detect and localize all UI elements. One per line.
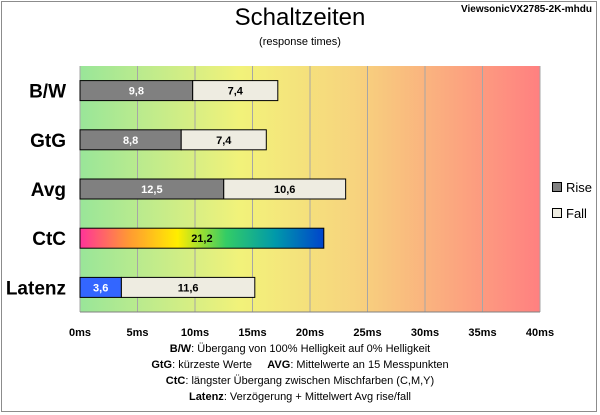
footer-text-ctc: : längster Übergang zwischen Mischfarben… (185, 375, 435, 387)
bar-label-rise: 8,8 (123, 135, 138, 147)
category-label: CtC (32, 229, 66, 250)
footer-key-latenz: Latenz (188, 391, 224, 403)
bars-group: 9,8 7,4 8,8 7,4 12,5 10,6 21,2 3,6 11,6 (79, 80, 347, 298)
bar-label-rise: 21,2 (191, 233, 212, 245)
x-tick-label: 20ms (296, 327, 324, 339)
legend-label-fall: Fall (566, 206, 587, 221)
category-label: B/W (29, 82, 66, 103)
x-tick-labels: 0ms 5ms 10ms 15ms 20ms 25ms 30ms 35ms 40ms (69, 327, 554, 339)
footer-text-avg: : Mittelwerte an 15 Messpunkten (290, 359, 449, 371)
chart-title: Schaltzeiten (234, 4, 366, 31)
category-label: Avg (31, 180, 66, 201)
bar-fall (120, 276, 256, 298)
x-tick-label: 25ms (353, 327, 381, 339)
footer-text-latenz: : Verzögerung + Mittelwert Avg rise/fall (223, 391, 412, 403)
bar-label-fall: 10,6 (274, 184, 295, 196)
bar-label-fall: 7,4 (216, 135, 232, 147)
monitor-model: ViewsonicVX2785-2K-mhdu (461, 4, 592, 15)
footer-key-gtg: GtG (151, 359, 173, 371)
bar-label-rise: 3,6 (93, 282, 108, 294)
legend-label-rise: Rise (566, 180, 593, 195)
x-tick-label: 35ms (468, 327, 496, 339)
footer-line-2: GtG: kürzeste Werte AVG: Mittelwerte an … (0, 359, 600, 371)
legend-swatch-fall (552, 208, 562, 218)
bar-label-rise: 12,5 (141, 184, 162, 196)
bar-label-fall: 11,6 (178, 282, 199, 294)
category-labels: B/W GtG Avg CtC Latenz (6, 82, 66, 300)
bar-fall (192, 80, 279, 102)
x-tick-label: 5ms (126, 327, 148, 339)
legend-swatch-rise (552, 182, 562, 192)
footer-line-3: CtC: längster Übergang zwischen Mischfar… (0, 375, 600, 387)
category-label: Latenz (6, 278, 66, 299)
legend-item-fall: Fall (552, 206, 587, 221)
x-tick-label: 10ms (181, 327, 209, 339)
footer-key-ctc: CtC (165, 375, 186, 387)
bar-label-rise: 9,8 (129, 86, 144, 98)
bar-fall (223, 178, 347, 200)
chart-subtitle: (response times) (259, 36, 341, 48)
x-tick-label: 15ms (238, 327, 266, 339)
footer-key-bw: B/W (169, 343, 192, 355)
legend-item-rise: Rise (552, 180, 592, 195)
category-label: GtG (30, 131, 66, 152)
bar-rise (79, 227, 325, 249)
footer-text-gtg: : kürzeste Werte (172, 359, 252, 371)
footer-text-bw: : Übergang von 100% Helligkeit auf 0% He… (191, 343, 431, 355)
footer-line-4: Latenz: Verzögerung + Mittelwert Avg ris… (0, 391, 600, 403)
x-tick-label: 0ms (69, 327, 91, 339)
bar-label-fall: 7,4 (228, 86, 244, 98)
bar-fall (180, 129, 267, 151)
footer-key-avg: AVG (267, 359, 291, 371)
x-tick-label: 30ms (411, 327, 439, 339)
x-tick-label: 40ms (526, 327, 554, 339)
footer-line-1: B/W: Übergang von 100% Helligkeit auf 0%… (0, 343, 600, 355)
